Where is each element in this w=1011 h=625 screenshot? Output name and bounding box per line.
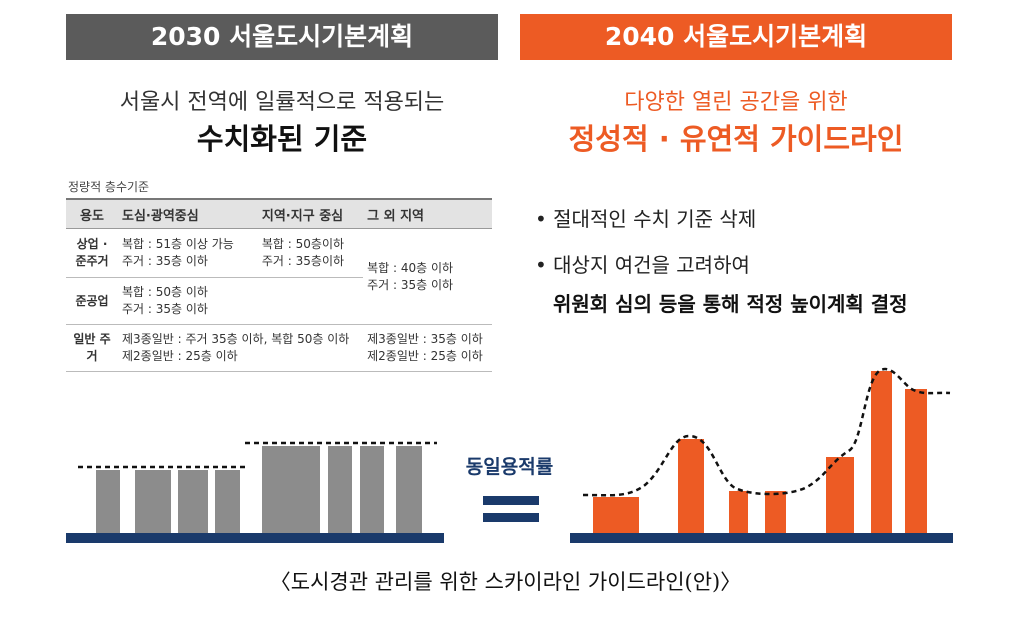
gray-bar [178,470,208,533]
bullet-1: • 절대적인 수치 기준 삭제 [535,207,757,231]
table-cell: 제3종일반 : 35층 이하 제2종일반 : 25층 이하 [363,324,492,372]
bullet-2: • 대상지 여건을 고려하여 [535,253,750,277]
table-header-use: 용도 [66,198,118,229]
ground-line [570,533,953,543]
table-cell-use: 상업 · 준주거 [66,228,118,278]
left-subtitle: 서울시 전역에 일률적으로 적용되는 [119,90,445,115]
gray-bar [135,470,171,533]
right-subtitle: 다양한 열린 공간을 위한 [624,90,848,115]
table-cell: 복합 : 50층 이하 주거 : 35층 이하 [118,277,258,325]
table-cell-use: 일반 주거 [66,324,118,372]
orange-bar [765,491,786,533]
table-cell: 복합 : 51층 이상 가능 주거 : 35층 이하 [118,228,258,278]
table-cell-use: 준공업 [66,277,118,325]
figure-caption: 〈도시경관 관리를 위한 스카이라인 가이드라인(안)〉 [269,570,742,594]
height-standard-table: 용도 도심·광역중심 지역·지구 중심 그 외 지역 상업 · 준주거 복합 :… [66,198,492,372]
table-cell [257,277,364,325]
table-cell: 제3종일반 : 주거 35층 이하, 복합 50층 이하 제2종일반 : 25층… [118,324,364,372]
gray-bar [328,446,352,533]
orange-bar [678,439,704,533]
orange-bar [826,457,854,533]
table-header-other: 그 외 지역 [363,198,492,229]
equals-sign-top [483,496,539,505]
gray-bar [360,446,384,533]
orange-bar [593,497,639,533]
right-header: 2040 서울도시기본계획 [520,14,952,60]
gray-bar [96,470,120,533]
table-row: 준공업 복합 : 50층 이하 주거 : 35층 이하 [66,277,492,325]
gray-bar [396,446,422,533]
table-row: 일반 주거 제3종일반 : 주거 35층 이하, 복합 50층 이하 제2종일반… [66,324,492,372]
equal-far-label: 동일용적률 [465,456,554,478]
orange-bar [905,389,927,533]
table-cell: 복합 : 50층이하 주거 : 35층이하 [257,228,364,278]
table-header-district: 지역·지구 중심 [257,198,364,229]
left-headline: 수치화된 기준 [196,122,368,156]
gray-bar [215,470,240,533]
orange-bar [729,491,748,533]
table-cell-merged: 복합 : 40층 이하 주거 : 35층 이하 [363,228,492,325]
equals-sign-bottom [483,513,539,522]
bullet-2-bold: 위원회 심의 등을 통해 적정 높이계획 결정 [553,292,908,316]
table-row: 상업 · 준주거 복합 : 51층 이상 가능 주거 : 35층 이하 복합 :… [66,228,492,325]
gray-bar [262,446,320,533]
table-caption: 정량적 층수기준 [68,180,150,194]
orange-bar [871,371,892,533]
table-header-cbd: 도심·광역중심 [118,198,258,229]
ground-line [66,533,444,543]
right-headline: 정성적 · 유연적 가이드라인 [568,122,904,156]
left-header: 2030 서울도시기본계획 [66,14,498,60]
